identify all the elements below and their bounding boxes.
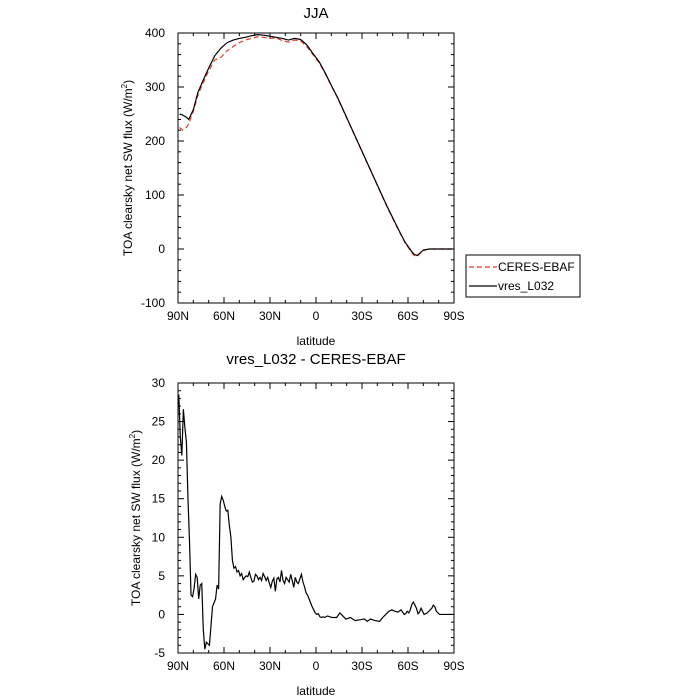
top-series-group (179, 34, 453, 258)
y-tick-label: 10 (152, 530, 166, 544)
x-tick-label: 30N (259, 659, 281, 673)
panel-bottom: vres_L032 - CERES-EBAF 90N 60N 30N 0 30S 60S 9… (128, 351, 465, 698)
bottom-y-axis-label-tail: ) (129, 430, 143, 434)
legend-label-vres: vres_L032 (498, 279, 554, 293)
y-tick-label: 0 (158, 607, 165, 621)
top-y-axis-label-main: TOA clearsky net SW flux (W/m (121, 88, 135, 256)
x-tick-label: 90N (167, 659, 189, 673)
y-tick-label: -100 (141, 296, 165, 310)
y-tick-label: 400 (145, 26, 165, 40)
y-tick-label: 5 (158, 569, 165, 583)
top-y-axis-label-sup: 2 (120, 83, 129, 88)
x-tick-label: 90S (443, 309, 464, 323)
top-y-axis-label-tail: ) (121, 80, 135, 84)
top-y-axis-label: TOA clearsky net SW flux (W/m2) (120, 80, 135, 256)
x-tick-label: 30S (351, 659, 372, 673)
y-tick-label: 25 (152, 415, 166, 429)
x-tick-label: 60S (397, 659, 418, 673)
top-x-axis-label: latitude (297, 334, 336, 348)
x-tick-label: 60N (213, 309, 235, 323)
x-tick-label: 30N (259, 309, 281, 323)
x-tick-label: 60N (213, 659, 235, 673)
panel-top: JJA 90N 60N 30N 0 30S 60S 90S -100 0 100 200 300 400… (120, 5, 581, 348)
x-tick-label: 90S (443, 659, 464, 673)
bottom-axis-ticks: 90N 60N 30N 0 30S 60S 90S -5 0 5 10 15 20 25 30 (152, 376, 465, 673)
x-tick-label: 60S (397, 309, 418, 323)
legend: CERES-EBAF vres_L032 (465, 254, 581, 298)
y-tick-label: 30 (152, 376, 166, 390)
legend-box (465, 254, 581, 298)
series-line-vres-l032-ceres-ebaf (178, 394, 454, 650)
x-tick-label: 0 (313, 659, 320, 673)
top-plot-frame (177, 32, 455, 304)
y-tick-label: 200 (145, 134, 165, 148)
top-axis-ticks: 90N 60N 30N 0 30S 60S 90S -100 0 100 200 300 400 (141, 26, 465, 323)
bottom-x-axis-label: latitude (297, 684, 336, 698)
legend-label-ceres: CERES-EBAF (498, 260, 575, 274)
y-tick-label: 100 (145, 188, 165, 202)
bottom-chart-title: vres_L032 - CERES-EBAF (226, 351, 405, 368)
bottom-y-axis-label-sup: 2 (128, 433, 137, 438)
y-tick-label: 15 (152, 492, 166, 506)
bottom-y-axis-label: TOA clearsky net SW flux (W/m2) (128, 430, 143, 606)
y-tick-label: -5 (154, 646, 165, 660)
series-line-ceres-ebaf (179, 36, 453, 258)
y-tick-label: 300 (145, 80, 165, 94)
y-tick-label: 20 (152, 453, 166, 467)
series-line-vres-l032 (179, 34, 453, 257)
bottom-y-axis-label-main: TOA clearsky net SW flux (W/m (129, 438, 143, 606)
bottom-series-group (178, 394, 454, 650)
y-tick-label: 0 (158, 242, 165, 256)
top-chart-title: JJA (303, 5, 328, 22)
x-tick-label: 90N (167, 309, 189, 323)
x-tick-label: 30S (351, 309, 372, 323)
x-tick-label: 0 (313, 309, 320, 323)
